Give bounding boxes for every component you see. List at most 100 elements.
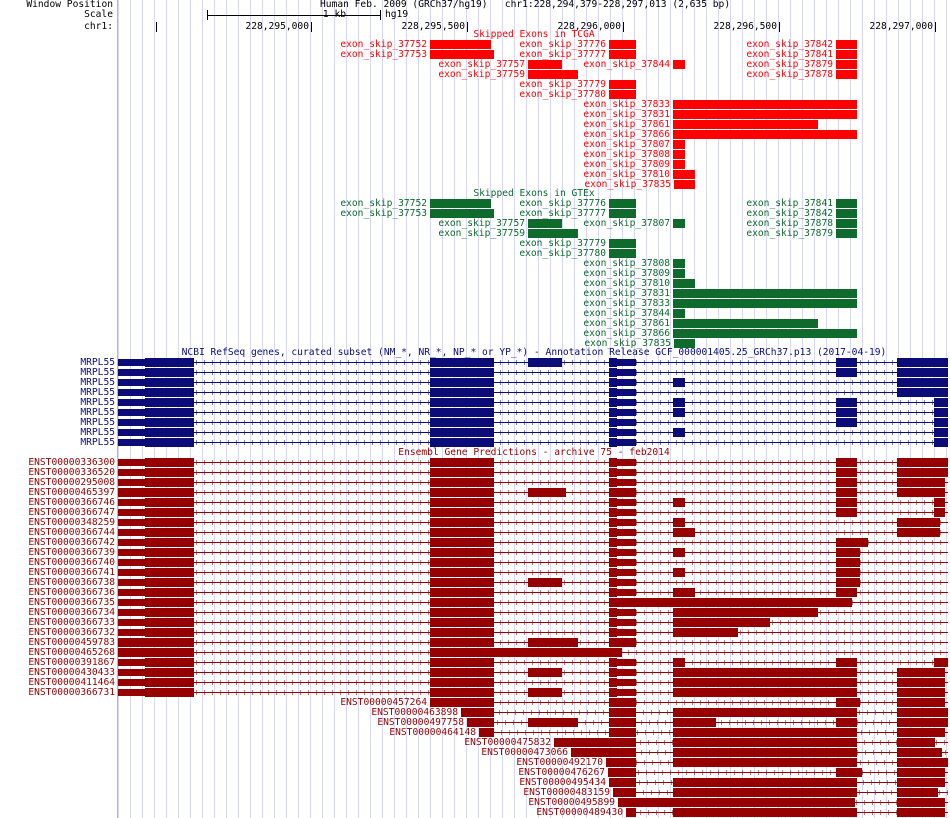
exon-skip-feature[interactable] — [673, 329, 857, 338]
exon-block[interactable] — [609, 358, 617, 367]
exon-block[interactable] — [673, 398, 685, 407]
gene-label[interactable]: ENST00000336520 — [28, 467, 115, 478]
gene-label[interactable]: ENST00000492170 — [516, 757, 603, 768]
exon-block[interactable] — [613, 788, 636, 797]
utr-block[interactable] — [118, 399, 145, 406]
exon-block[interactable] — [934, 658, 948, 667]
exon-block[interactable] — [430, 458, 494, 467]
utr-block[interactable] — [118, 429, 145, 436]
exon-block[interactable] — [528, 488, 566, 497]
exon-block[interactable] — [836, 358, 857, 367]
gene-label[interactable]: ENST00000366740 — [28, 557, 115, 568]
exon-skip-feature[interactable] — [673, 140, 685, 149]
exon-block[interactable] — [673, 408, 685, 417]
exon-block[interactable] — [609, 618, 617, 627]
exon-block[interactable] — [145, 688, 194, 697]
exon-block[interactable] — [145, 578, 194, 587]
utr-block[interactable] — [118, 539, 145, 546]
exon-block[interactable] — [528, 638, 578, 647]
exon-block[interactable] — [554, 738, 636, 747]
exon-block[interactable] — [609, 368, 617, 377]
exon-block[interactable] — [145, 548, 194, 557]
exon-block[interactable] — [467, 718, 494, 727]
gene-label[interactable]: ENST00000366735 — [28, 597, 115, 608]
utr-block[interactable] — [118, 499, 145, 506]
exon-skip-feature[interactable] — [673, 299, 857, 308]
gene-label[interactable]: ENST00000483159 — [523, 787, 610, 798]
gene-label[interactable]: MRPL55 — [80, 377, 115, 388]
exon-skip-feature[interactable] — [836, 209, 857, 218]
exon-block[interactable] — [897, 688, 945, 697]
exon-block[interactable] — [145, 508, 194, 517]
exon-block[interactable] — [145, 408, 194, 417]
exon-block[interactable] — [609, 568, 617, 577]
exon-block[interactable] — [430, 628, 494, 637]
utr-block[interactable] — [118, 469, 145, 476]
exon-block[interactable] — [528, 668, 562, 677]
exon-block[interactable] — [897, 458, 948, 467]
exon-skip-feature[interactable] — [609, 199, 636, 208]
exon-block[interactable] — [609, 708, 636, 717]
exon-skip-feature[interactable] — [836, 40, 857, 49]
exon-skip-feature[interactable] — [673, 269, 685, 278]
exon-block[interactable] — [430, 578, 494, 587]
utr-block[interactable] — [118, 369, 145, 376]
exon-block[interactable] — [145, 608, 194, 617]
exon-block[interactable] — [836, 398, 857, 407]
exon-block[interactable] — [145, 498, 194, 507]
utr-block[interactable] — [617, 419, 636, 426]
gene-label[interactable]: MRPL55 — [80, 437, 115, 448]
exon-block[interactable] — [609, 528, 617, 537]
exon-block[interactable] — [897, 678, 945, 687]
exon-block[interactable] — [897, 768, 945, 777]
exon-block[interactable] — [836, 568, 860, 577]
exon-block[interactable] — [836, 768, 862, 777]
exon-skip-feature[interactable] — [430, 199, 491, 208]
gene-label[interactable]: MRPL55 — [80, 397, 115, 408]
exon-skip-feature[interactable] — [528, 229, 578, 238]
exon-block[interactable] — [118, 648, 194, 657]
gene-label[interactable]: MRPL55 — [80, 427, 115, 438]
exon-block[interactable] — [145, 668, 194, 677]
exon-skip-feature[interactable] — [528, 219, 562, 228]
utr-block[interactable] — [118, 679, 145, 686]
exon-block[interactable] — [897, 808, 945, 817]
utr-block[interactable] — [617, 429, 636, 436]
gene-label[interactable]: ENST00000295008 — [28, 477, 115, 488]
utr-block[interactable] — [617, 589, 636, 596]
exon-block[interactable] — [430, 488, 494, 497]
exon-block[interactable] — [430, 598, 494, 607]
exon-block[interactable] — [430, 618, 494, 627]
gene-label[interactable]: ENST00000489430 — [536, 807, 623, 818]
exon-block[interactable] — [430, 688, 494, 697]
utr-block[interactable] — [118, 579, 145, 586]
utr-block[interactable] — [617, 539, 636, 546]
exon-skip-feature[interactable] — [673, 289, 857, 298]
exon-block[interactable] — [608, 768, 636, 777]
exon-block[interactable] — [897, 358, 948, 367]
exon-block[interactable] — [430, 508, 494, 517]
exon-block[interactable] — [430, 538, 494, 547]
gene-label[interactable]: ENST00000495899 — [528, 797, 615, 808]
exon-skip-feature[interactable] — [674, 180, 695, 189]
exon-block[interactable] — [609, 418, 617, 427]
exon-skip-feature[interactable] — [673, 100, 857, 109]
exon-block[interactable] — [430, 468, 494, 477]
exon-block[interactable] — [897, 518, 940, 527]
exon-block[interactable] — [897, 738, 935, 747]
gene-label[interactable]: ENST00000366738 — [28, 577, 115, 588]
exon-block[interactable] — [145, 368, 194, 377]
utr-block[interactable] — [617, 679, 636, 686]
utr-block[interactable] — [617, 559, 636, 566]
exon-skip-feature[interactable] — [430, 209, 494, 218]
gene-label[interactable]: ENST00000463898 — [371, 707, 458, 718]
exon-block[interactable] — [430, 438, 494, 447]
utr-block[interactable] — [617, 439, 636, 446]
exon-block[interactable] — [430, 418, 494, 427]
utr-block[interactable] — [617, 509, 636, 516]
exon-block[interactable] — [609, 538, 617, 547]
gene-label[interactable]: ENST00000348259 — [28, 517, 115, 528]
gene-label[interactable]: ENST00000465268 — [28, 647, 115, 658]
exon-block[interactable] — [673, 738, 857, 747]
exon-block[interactable] — [609, 458, 617, 467]
